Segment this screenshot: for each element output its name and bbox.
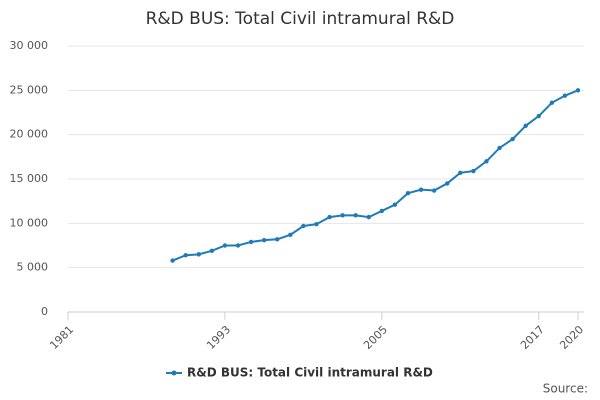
point	[340, 213, 345, 218]
point	[484, 159, 489, 164]
x-tick-label: 2020	[557, 323, 586, 352]
point	[235, 243, 241, 248]
point	[261, 237, 267, 243]
point	[549, 100, 555, 105]
y-tick-label: 0	[41, 305, 48, 318]
line	[172, 89, 579, 262]
y-tick-label: 15 000	[10, 172, 49, 185]
y-tick-label: 20 000	[10, 128, 49, 141]
point	[275, 237, 280, 242]
point	[379, 208, 385, 214]
y-tick-label: 10 000	[10, 216, 49, 229]
legend-marker	[171, 370, 177, 376]
point	[288, 232, 293, 238]
x-tick-label: 2017	[518, 323, 547, 352]
point	[170, 258, 175, 263]
point	[405, 190, 411, 196]
x-tick-label: 1981	[47, 323, 76, 352]
point	[523, 123, 528, 128]
point	[209, 248, 215, 254]
point	[431, 188, 437, 193]
point	[392, 202, 398, 207]
point	[497, 145, 502, 151]
point	[418, 187, 424, 192]
point	[575, 88, 581, 93]
point	[562, 93, 568, 98]
point	[353, 213, 358, 218]
x-tick-label: 2005	[361, 323, 390, 352]
y-tick-label: 25 000	[10, 83, 49, 96]
y-tick-label: 30 000	[10, 39, 49, 52]
point	[314, 222, 319, 227]
point	[458, 170, 463, 175]
chart-title: R&D BUS: Total Civil intramural R&D	[146, 9, 455, 29]
point	[366, 214, 371, 220]
point	[327, 214, 332, 220]
point	[536, 113, 541, 119]
point	[196, 252, 201, 257]
point	[301, 223, 306, 229]
point	[510, 136, 515, 142]
point	[445, 181, 450, 186]
legend-label: R&D BUS: Total Civil intramural R&D	[187, 366, 433, 380]
point	[183, 253, 188, 258]
x-tick-label: 1993	[204, 323, 233, 352]
point	[248, 239, 254, 245]
point	[222, 243, 228, 248]
source: Source:	[543, 382, 588, 396]
y-tick-label: 5 000	[17, 261, 49, 274]
point	[471, 168, 476, 174]
